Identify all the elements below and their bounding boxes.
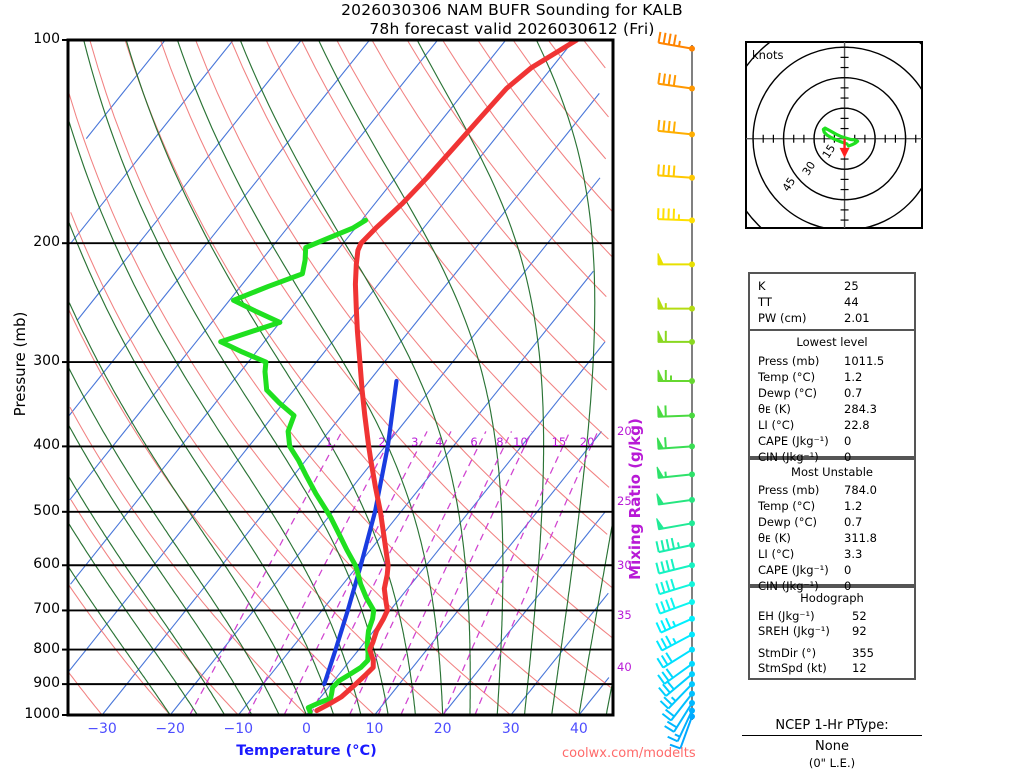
panel-row-value: 311.8	[844, 531, 877, 545]
panel-row-key: θᴇ (K)	[758, 402, 791, 416]
panel-heading: Hodograph	[748, 591, 916, 605]
panel-row-value: 0.7	[844, 386, 862, 400]
panel-row-value: 284.3	[844, 402, 877, 416]
panel-row-key: CIN (Jkg⁻¹)	[758, 450, 819, 464]
panel-row-key: PW (cm)	[758, 311, 806, 325]
panel-row-key: SREH (Jkg⁻¹)	[758, 624, 830, 638]
panel-row-key: Temp (°C)	[758, 370, 815, 384]
panel-row-value: 2.01	[844, 311, 870, 325]
panel-row-value: 52	[852, 609, 867, 623]
panel-row-key: Press (mb)	[758, 354, 819, 368]
panel-row-key: CAPE (Jkg⁻¹)	[758, 434, 829, 448]
panel-row-value: 1011.5	[844, 354, 884, 368]
panel-row-value: 3.3	[844, 547, 862, 561]
panel-heading: Most Unstable	[748, 465, 916, 479]
panel-row-value: 25	[844, 279, 859, 293]
panel-row-key: θᴇ (K)	[758, 531, 791, 545]
panel-row-key: LI (°C)	[758, 418, 794, 432]
panel-row-key: TT	[758, 295, 772, 309]
panel-row-key: K	[758, 279, 766, 293]
panel-row-value: 0	[844, 563, 851, 577]
panel-row-value: 44	[844, 295, 859, 309]
panel-row-key: Dewp (°C)	[758, 386, 817, 400]
panel-row-value: 22.8	[844, 418, 870, 432]
panel-row-value: 784.0	[844, 483, 877, 497]
ptype-title: NCEP 1-Hr PType:	[742, 718, 922, 736]
panel-row-key: StmDir (°)	[758, 646, 816, 660]
panel-row-key: Dewp (°C)	[758, 515, 817, 529]
panel-row-value: 12	[852, 661, 867, 675]
panel-row-value: 1.2	[844, 499, 862, 513]
panel-row-value: 0.7	[844, 515, 862, 529]
panel-row-value: 355	[852, 646, 874, 660]
hodograph-units-label: knots	[752, 48, 784, 62]
panel-row-key: Temp (°C)	[758, 499, 815, 513]
panel-row-key: EH (Jkg⁻¹)	[758, 609, 815, 623]
panel-row-key: CAPE (Jkg⁻¹)	[758, 563, 829, 577]
panel-row-key: Press (mb)	[758, 483, 819, 497]
ptype-box: NCEP 1-Hr PType: None (0" L.E.)	[742, 718, 922, 770]
panel-row-value: 0	[844, 434, 851, 448]
panel-row-key: StmSpd (kt)	[758, 661, 827, 675]
branding-watermark: coolwx.com/modelts	[562, 746, 696, 761]
panel-heading: Lowest level	[748, 335, 916, 349]
ptype-value: None	[742, 739, 922, 754]
panel-row-key: LI (°C)	[758, 547, 794, 561]
panel-row-value: 0	[844, 450, 851, 464]
panel-row-value: 1.2	[844, 370, 862, 384]
panel-row-value: 92	[852, 624, 867, 638]
panel-divider	[750, 329, 914, 331]
